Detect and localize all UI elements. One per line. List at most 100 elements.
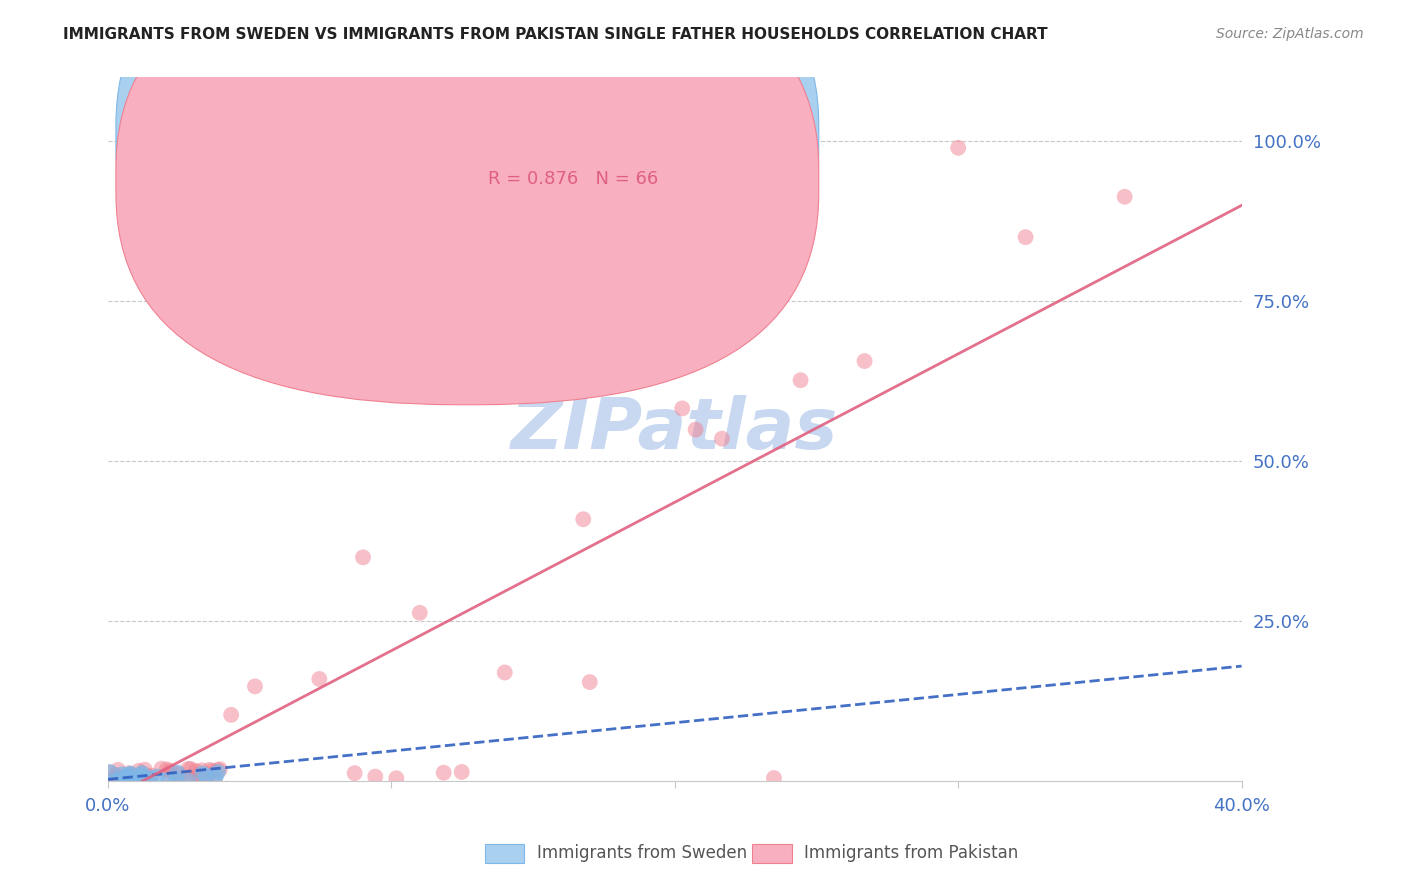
Point [219, 707, 242, 722]
Point [128, 768, 150, 782]
Point [103, 773, 125, 788]
Point [572, 512, 595, 526]
Point [166, 765, 188, 780]
Point [159, 769, 181, 783]
Bar [485, 844, 524, 863]
Point [141, 769, 163, 783]
FancyBboxPatch shape [115, 0, 818, 405]
Text: Immigrants from Pakistan: Immigrants from Pakistan [804, 844, 1018, 862]
Text: Immigrants from Sweden: Immigrants from Sweden [537, 844, 747, 862]
FancyBboxPatch shape [115, 0, 818, 361]
Point [138, 774, 160, 789]
Point [134, 772, 156, 786]
Point [177, 762, 200, 776]
Point [129, 768, 152, 782]
Point [131, 770, 153, 784]
Point [198, 763, 221, 777]
Point [191, 766, 214, 780]
Point [134, 763, 156, 777]
Point [121, 772, 143, 786]
Point [169, 772, 191, 787]
Point [114, 769, 136, 783]
Point [385, 771, 408, 785]
Point [184, 770, 207, 784]
Point [450, 764, 472, 779]
Point [177, 773, 200, 788]
Point [101, 772, 124, 787]
Text: ZIPatlas: ZIPatlas [512, 395, 838, 464]
Point [132, 772, 155, 787]
Point [150, 762, 173, 776]
Point [710, 432, 733, 446]
Point [131, 766, 153, 780]
Point [409, 606, 432, 620]
Point [762, 771, 785, 785]
Point [128, 764, 150, 778]
Point [201, 764, 224, 778]
Point [187, 772, 209, 787]
Point [105, 768, 128, 782]
Point [1014, 230, 1036, 244]
Point [578, 675, 600, 690]
Text: R = 0.876   N = 66: R = 0.876 N = 66 [488, 170, 658, 188]
Point [98, 765, 121, 780]
Point [208, 762, 231, 776]
Point [207, 764, 229, 779]
Point [180, 762, 202, 776]
Point [946, 141, 969, 155]
Point [117, 773, 139, 788]
Point [120, 770, 142, 784]
Point [167, 766, 190, 780]
Text: Source: ZipAtlas.com: Source: ZipAtlas.com [1216, 27, 1364, 41]
Point [110, 771, 132, 785]
Point [364, 770, 387, 784]
Point [156, 763, 179, 777]
Point [118, 766, 141, 780]
Point [111, 767, 134, 781]
Point [105, 770, 128, 784]
Point [191, 764, 214, 778]
Point [139, 771, 162, 785]
Point [352, 550, 374, 565]
Point [120, 766, 142, 780]
Point [165, 767, 187, 781]
Point [104, 773, 127, 788]
Point [789, 373, 811, 387]
Point [156, 773, 179, 788]
Point [195, 768, 218, 782]
Point [112, 772, 135, 786]
Point [308, 672, 330, 686]
Point [184, 764, 207, 778]
Point [165, 772, 187, 787]
Point [197, 768, 219, 782]
Point [146, 770, 169, 784]
Point [343, 766, 366, 780]
Point [194, 773, 217, 788]
Point [180, 771, 202, 785]
Point [129, 774, 152, 789]
Text: IMMIGRANTS FROM SWEDEN VS IMMIGRANTS FROM PAKISTAN SINGLE FATHER HOUSEHOLDS CORR: IMMIGRANTS FROM SWEDEN VS IMMIGRANTS FRO… [63, 27, 1047, 42]
Point [159, 764, 181, 778]
Point [107, 763, 129, 777]
FancyBboxPatch shape [437, 105, 748, 219]
Point [204, 770, 226, 784]
Point [243, 680, 266, 694]
Point [1114, 190, 1136, 204]
Point [204, 772, 226, 786]
Point [134, 768, 156, 782]
Point [112, 772, 135, 786]
Bar [752, 844, 792, 863]
Point [685, 423, 707, 437]
Point [494, 665, 516, 680]
Point [132, 771, 155, 785]
Point [120, 767, 142, 781]
Text: R = 0.203   N = 23: R = 0.203 N = 23 [488, 127, 658, 145]
Point [110, 771, 132, 785]
Point [190, 770, 212, 784]
Point [118, 768, 141, 782]
Point [97, 765, 120, 780]
Point [138, 771, 160, 785]
Point [853, 354, 876, 368]
Point [207, 763, 229, 777]
Point [671, 401, 693, 416]
